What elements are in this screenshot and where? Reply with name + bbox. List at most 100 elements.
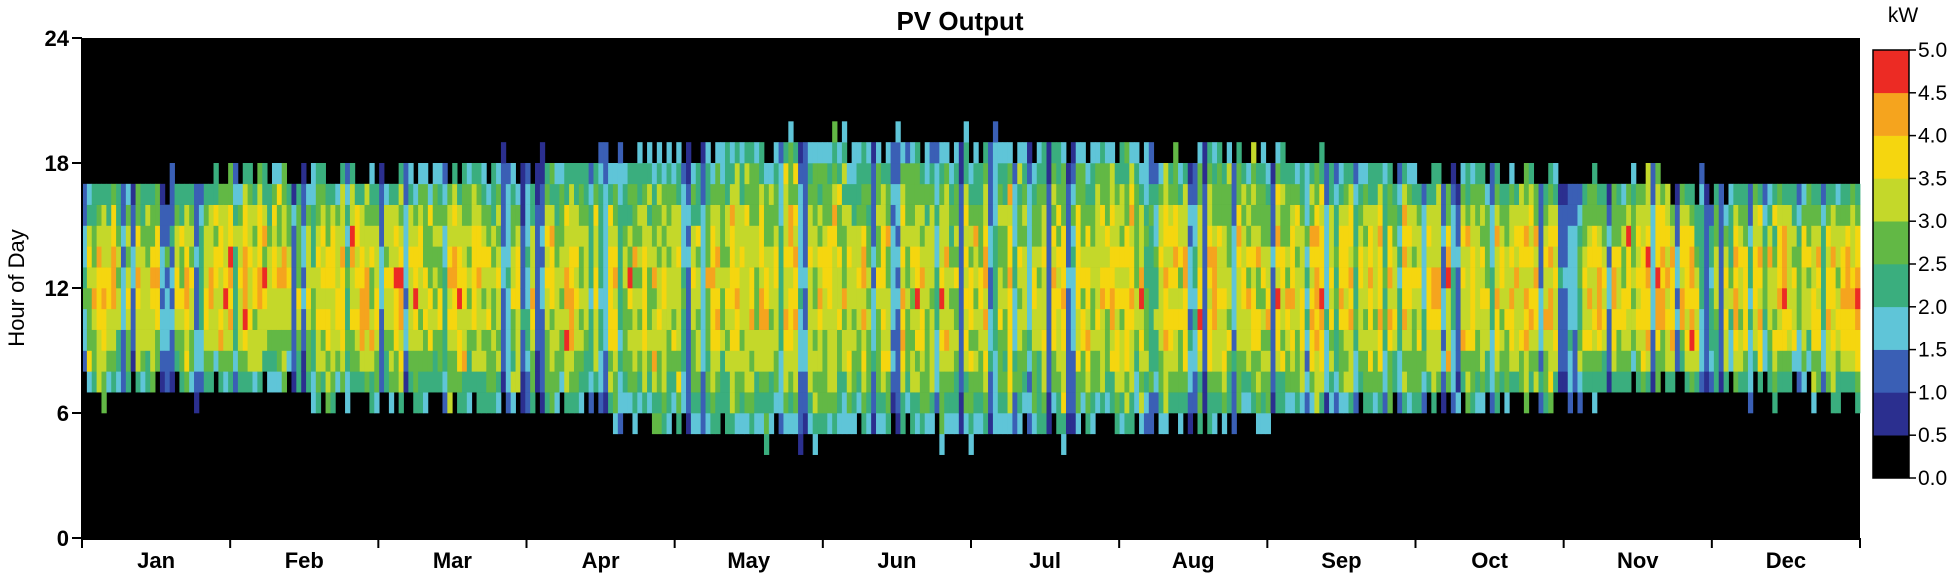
heatmap-cell bbox=[627, 267, 633, 289]
heatmap-cell bbox=[510, 288, 516, 310]
heatmap-cell bbox=[481, 350, 487, 372]
heatmap-cell bbox=[573, 163, 580, 185]
heatmap-cell bbox=[218, 183, 224, 205]
heatmap-cell bbox=[1835, 371, 1841, 393]
heatmap-cell bbox=[471, 329, 477, 351]
heatmap-cell bbox=[413, 329, 419, 351]
heatmap-cell bbox=[642, 225, 648, 247]
heatmap-cell bbox=[1348, 183, 1354, 205]
heatmap-cell bbox=[130, 308, 136, 330]
heatmap-cell bbox=[871, 288, 877, 310]
heatmap-cell bbox=[754, 142, 760, 164]
heatmap-cell bbox=[1840, 371, 1846, 393]
heatmap-cell bbox=[851, 246, 857, 268]
heatmap-cell bbox=[583, 163, 590, 185]
heatmap-cell bbox=[1772, 288, 1778, 310]
heatmap-cell bbox=[759, 204, 765, 226]
heatmap-cell bbox=[125, 267, 132, 289]
heatmap-cell bbox=[1567, 288, 1573, 310]
heatmap-cell bbox=[739, 267, 745, 289]
heatmap-cell bbox=[1275, 267, 1281, 289]
heatmap-cell bbox=[125, 371, 132, 393]
heatmap-cell bbox=[281, 329, 287, 351]
heatmap-cell bbox=[1158, 163, 1164, 185]
heatmap-cell bbox=[145, 350, 151, 372]
heatmap-cell bbox=[866, 288, 872, 310]
heatmap-cell bbox=[564, 225, 570, 247]
heatmap-cell bbox=[822, 225, 828, 247]
heatmap-cell bbox=[919, 308, 926, 330]
heatmap-cell bbox=[340, 371, 346, 393]
heatmap-cell bbox=[96, 371, 102, 393]
heatmap-cell bbox=[408, 288, 414, 310]
colorbar-swatch bbox=[1873, 92, 1909, 136]
heatmap-cell bbox=[1480, 163, 1486, 185]
heatmap-cell bbox=[686, 183, 692, 205]
heatmap-cell bbox=[1022, 183, 1028, 205]
heatmap-cell bbox=[598, 142, 604, 164]
heatmap-cell bbox=[827, 371, 833, 393]
heatmap-cell bbox=[632, 288, 638, 310]
heatmap-cell bbox=[1031, 246, 1038, 268]
heatmap-cell bbox=[198, 204, 205, 226]
heatmap-cell bbox=[895, 121, 901, 143]
heatmap-cell bbox=[384, 267, 390, 289]
heatmap-cell bbox=[1168, 163, 1174, 185]
heatmap-cell bbox=[1830, 288, 1837, 310]
heatmap-cell bbox=[476, 225, 482, 247]
heatmap-cell bbox=[788, 204, 794, 226]
heatmap-cell bbox=[179, 246, 185, 268]
heatmap-cell bbox=[544, 371, 551, 393]
heatmap-cell bbox=[963, 371, 969, 393]
heatmap-cell bbox=[174, 183, 180, 205]
heatmap-cell bbox=[242, 267, 249, 289]
heatmap-cell bbox=[427, 288, 434, 310]
heatmap-cell bbox=[1582, 329, 1588, 351]
heatmap-cell bbox=[778, 142, 784, 164]
heatmap-cell bbox=[832, 288, 838, 310]
heatmap-cell bbox=[1470, 371, 1476, 393]
heatmap-cell bbox=[481, 392, 487, 414]
heatmap-cell bbox=[413, 350, 419, 372]
heatmap-cell bbox=[715, 267, 721, 289]
heatmap-cell bbox=[807, 308, 814, 330]
heatmap-cell bbox=[96, 329, 102, 351]
heatmap-cell bbox=[286, 183, 292, 205]
heatmap-cell bbox=[1445, 183, 1452, 205]
heatmap-cell bbox=[1670, 204, 1676, 226]
heatmap-cell bbox=[1504, 350, 1510, 372]
heatmap-cell bbox=[978, 288, 984, 310]
heatmap-cell bbox=[1421, 329, 1427, 351]
heatmap-cell bbox=[1392, 246, 1398, 268]
heatmap-cell bbox=[1022, 142, 1028, 164]
heatmap-cell bbox=[1411, 246, 1418, 268]
heatmap-cell bbox=[1299, 246, 1306, 268]
heatmap-cell bbox=[1036, 225, 1043, 247]
heatmap-cell bbox=[164, 329, 171, 351]
heatmap-cell bbox=[1528, 163, 1535, 185]
heatmap-cell bbox=[1606, 308, 1612, 330]
heatmap-cell bbox=[496, 225, 502, 247]
heatmap-cell bbox=[179, 371, 185, 393]
heatmap-cell bbox=[1217, 371, 1223, 393]
heatmap-cell bbox=[1416, 288, 1422, 310]
heatmap-cell bbox=[1217, 288, 1223, 310]
heatmap-cell bbox=[822, 371, 828, 393]
heatmap-cell bbox=[320, 204, 326, 226]
heatmap-cell bbox=[1718, 204, 1724, 226]
heatmap-cell bbox=[1324, 350, 1330, 372]
heatmap-cell bbox=[306, 329, 312, 351]
heatmap-cell bbox=[910, 392, 916, 414]
heatmap-cell bbox=[1353, 371, 1359, 393]
heatmap-cell bbox=[1324, 371, 1330, 393]
heatmap-cell bbox=[476, 371, 482, 393]
heatmap-cell bbox=[661, 246, 667, 268]
heatmap-cell bbox=[905, 267, 911, 289]
heatmap-cell bbox=[330, 225, 336, 247]
heatmap-cell bbox=[1694, 350, 1700, 372]
heatmap-cell bbox=[1031, 371, 1038, 393]
heatmap-cell bbox=[1056, 246, 1062, 268]
heatmap-cell bbox=[1786, 350, 1793, 372]
heatmap-cell bbox=[958, 308, 965, 330]
heatmap-cell bbox=[837, 413, 843, 435]
